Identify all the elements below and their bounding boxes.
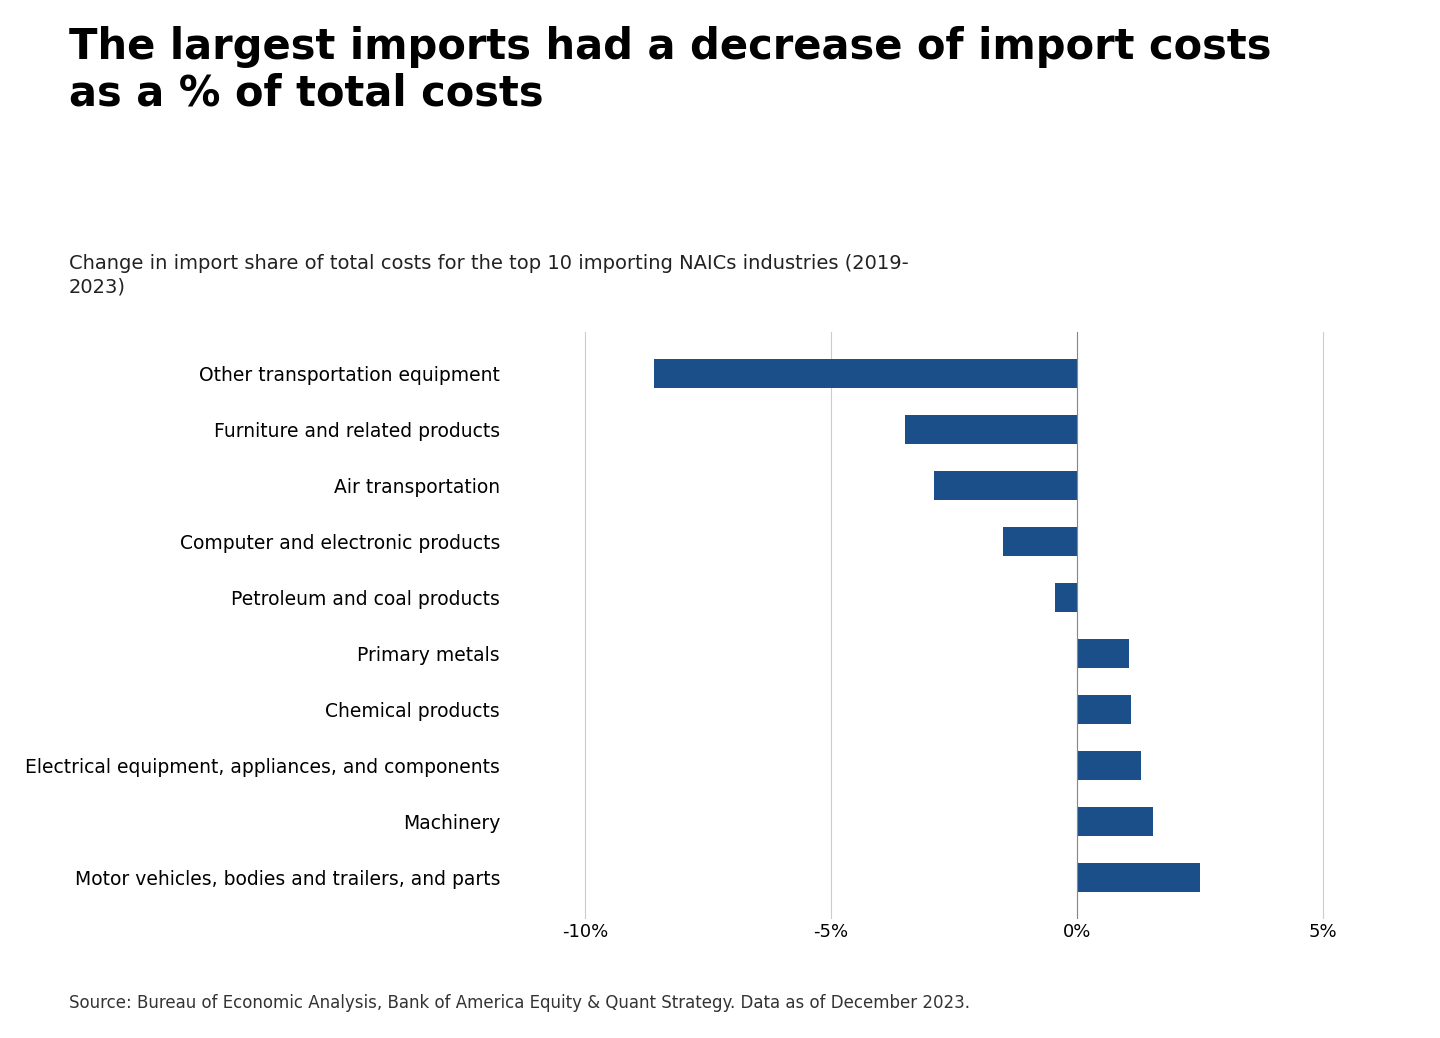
Bar [1004, 527, 1077, 556]
Text: Source: Bureau of Economic Analysis, Bank of America Equity & Quant Strategy. Da: Source: Bureau of Economic Analysis, Ban… [69, 994, 971, 1012]
Bar [1077, 638, 1129, 668]
Bar [1077, 750, 1140, 780]
Bar [1077, 807, 1153, 836]
Bar [935, 471, 1077, 500]
Bar [1077, 694, 1132, 723]
Bar [1056, 582, 1077, 612]
Text: The largest imports had a decrease of import costs
as a % of total costs: The largest imports had a decrease of im… [69, 26, 1272, 115]
Bar [904, 415, 1077, 444]
Bar [654, 359, 1077, 388]
Text: Change in import share of total costs for the top 10 importing NAICs industries : Change in import share of total costs fo… [69, 254, 909, 297]
Bar [1077, 863, 1200, 892]
